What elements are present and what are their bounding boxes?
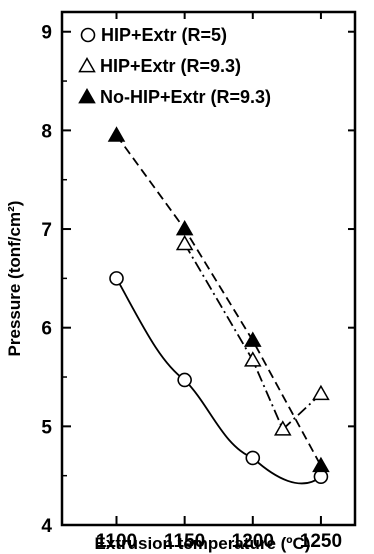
y-tick-label: 4 [41, 516, 52, 537]
legend-label-1: HIP+Extr (R=9.3) [100, 56, 241, 76]
y-tick-label: 7 [41, 220, 52, 241]
series-line-2 [115, 134, 322, 467]
data-point-s1-p2 [273, 420, 292, 436]
data-point-s1-p0 [175, 234, 194, 251]
data-point-s2-p3 [312, 456, 330, 473]
legend-label-0: HIP+Extr (R=5) [101, 25, 227, 45]
data-point-s0-p0 [109, 271, 124, 286]
y-tick-label: 6 [41, 319, 52, 340]
plot-frame [60, 10, 357, 527]
x-tick-label: 1250 [300, 531, 342, 552]
legend-marker-1 [78, 56, 96, 73]
legend-marker-0 [80, 27, 96, 43]
data-point-s0-p2 [245, 450, 261, 466]
y-axis-title: Pressure (tonf/cm²) [5, 201, 24, 357]
data-point-s0-p1 [177, 372, 192, 388]
x-tick-label: 1200 [232, 531, 274, 552]
data-point-s1-p1 [243, 351, 262, 367]
legend-marker-2 [78, 87, 96, 104]
series-line-1 [183, 243, 322, 431]
series-line-0 [115, 277, 322, 485]
y-tick-label: 8 [41, 121, 52, 142]
x-tick-label: 1100 [96, 531, 137, 552]
y-tick-label: 5 [41, 417, 52, 438]
y-tick-label: 9 [41, 23, 52, 44]
legend: HIP+Extr (R=5) HIP+Extr (R=9.3) No-HIP+Ext… [78, 25, 271, 107]
x-axis-title: Extrusion temperature (ºC) [95, 534, 311, 553]
data-point-s2-p1 [175, 220, 194, 236]
x-tick-label: 1150 [164, 531, 205, 552]
legend-label-2: No-HIP+Extr (R=9.3) [100, 87, 271, 107]
data-point-s2-p0 [107, 126, 126, 142]
data-point-s1-p3 [312, 384, 330, 401]
data-point-s2-p2 [243, 331, 262, 347]
